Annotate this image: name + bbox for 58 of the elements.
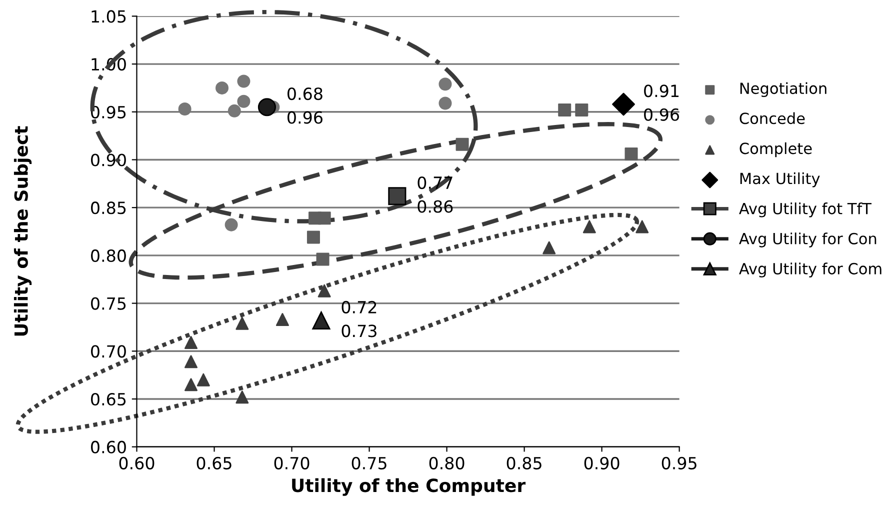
x-tick-label: 0.65 [196,456,232,470]
y-tick-label: 0.70 [91,345,126,358]
point [178,102,192,116]
point [184,355,198,368]
annotation: 0.72 0.73 [342,300,376,338]
point [237,94,250,108]
point [184,336,198,350]
point [438,96,452,110]
annotation: 0.91 0.96 [644,84,680,121]
point [575,103,588,116]
legend-label: Concede [740,112,805,124]
point [224,218,238,232]
y-tick-label: 0.60 [91,440,126,454]
x-tick-label: 0.85 [506,456,542,470]
legend-label: Negotiation [740,82,826,98]
point [237,74,250,88]
point [456,138,469,151]
y-tick-label: 0.75 [91,297,126,310]
point [184,378,198,392]
point [612,92,635,116]
point [318,284,331,298]
point [542,241,556,254]
point [228,104,241,118]
point [558,103,572,116]
point [438,78,452,91]
x-tick-label: 0.90 [584,456,620,470]
point [624,147,638,160]
point [276,313,289,326]
point [216,81,229,94]
point [316,252,330,266]
point [258,98,276,116]
legend-label: Max Utility [740,172,820,188]
y-tick-label: 0.90 [91,154,126,166]
x-axis-title: Utility of the Computer [292,478,526,496]
legend-label: Avg Utility for Con [739,232,876,248]
point [312,311,330,330]
y-tick-label: 0.65 [91,392,126,406]
x-tick-label: 0.95 [662,456,696,470]
legend-label: Complete [740,142,812,158]
x-tick-label: 0.60 [119,456,154,470]
legend-label: Avg Utility fot TfT [739,202,872,218]
annotation: 0.68 0.96 [288,87,322,124]
point [236,316,249,330]
x-tick-label: 0.75 [352,456,386,470]
point [582,220,596,234]
point [636,220,649,234]
y-axis-title: Utility of the Subject [14,126,32,336]
legend-label: Avg Utility for Com [739,262,882,278]
x-tick-label: 0.70 [274,456,310,470]
point [236,390,249,404]
y-tick-label: 0.80 [91,249,126,262]
point [388,187,406,206]
x-tick-label: 0.80 [429,456,464,470]
point [318,212,331,225]
point [196,373,210,386]
y-tick-label: 0.85 [91,202,126,214]
y-tick-label: 1.05 [92,10,126,23]
point [306,230,320,244]
